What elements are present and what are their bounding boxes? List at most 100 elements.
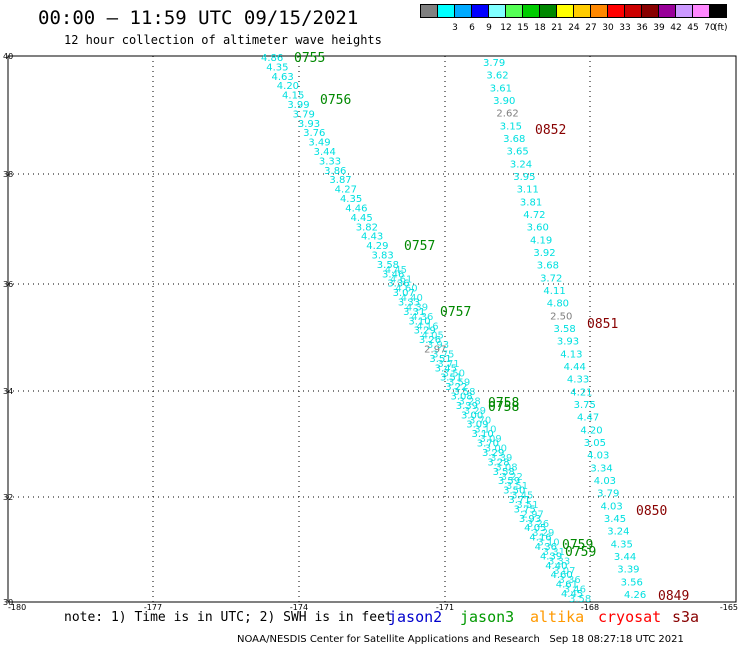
- wave-height-value: 3.46: [382, 269, 404, 280]
- wave-height-value: 3.26: [527, 519, 549, 530]
- pass-time-label: 0757: [440, 305, 471, 320]
- x-tick-label: -174: [290, 603, 308, 612]
- wave-height-value: 3.58: [554, 324, 576, 335]
- legend-label: 42: [670, 23, 682, 33]
- pass-time-label: 0849: [658, 589, 689, 604]
- footer-credit: NOAA/NESDIS Center for Satellite Applica…: [237, 634, 684, 645]
- wave-height-value: 4.35: [340, 194, 362, 205]
- wave-height-value: 4.19: [530, 235, 552, 246]
- units-note: note: 1) Time is in UTC; 2) SWH is in fe…: [64, 610, 393, 625]
- wave-height-value: 4.40: [545, 561, 567, 572]
- wave-height-value: 3.79: [483, 58, 505, 69]
- pass-time-label: 0759: [562, 538, 593, 553]
- wave-height-value: 4.60: [550, 570, 572, 581]
- wave-height-value: 4.60: [395, 284, 417, 295]
- wave-height-value: 2.50: [550, 311, 572, 322]
- map-frame: [7, 55, 737, 603]
- wave-height-value: 3.10: [472, 429, 494, 440]
- wave-height-value: 4.47: [577, 413, 599, 424]
- wave-height-value: 3.93: [557, 337, 579, 348]
- page-title: 00:00 – 11:59 UTC 09/15/2021: [38, 7, 359, 29]
- wave-height-value: 3.36: [558, 575, 580, 586]
- pass-time-label: 0756: [320, 93, 351, 108]
- wave-height-value: 4.86: [261, 53, 283, 64]
- legend-label: 39: [653, 23, 665, 33]
- wave-height-value: 3.71: [437, 359, 459, 370]
- y-tick-label: 30: [3, 598, 13, 607]
- wave-height-value: 3.93: [298, 119, 320, 130]
- wave-height-value: 4.39: [406, 302, 428, 313]
- wave-height-value: 3.00: [461, 410, 483, 421]
- x-tick-label: -171: [436, 603, 454, 612]
- wave-height-value: 3.33: [319, 156, 341, 167]
- wave-height-value: 3.93: [519, 514, 541, 525]
- wave-height-value: 3.75: [432, 350, 454, 361]
- wave-height-value: 3.33: [548, 556, 570, 567]
- wave-height-value: 4.44: [564, 362, 586, 373]
- wave-height-value: 3.28: [487, 457, 509, 468]
- legend-label: 24: [568, 23, 580, 33]
- wave-height-value: 3.24: [510, 159, 532, 170]
- wave-height-value: 3.70: [477, 439, 499, 450]
- wave-height-value: 3.65: [507, 147, 529, 158]
- wave-height-value: 3.62: [486, 71, 508, 82]
- legend-label: 70: [704, 23, 716, 33]
- wave-height-value: 3.00: [485, 444, 507, 455]
- wave-height-value: 3.07: [553, 566, 575, 577]
- wave-height-value: 4.43: [361, 232, 383, 243]
- wave-height-value: 4.16: [529, 533, 551, 544]
- wave-height-value: 3.58: [493, 467, 515, 478]
- x-tick-label: -168: [581, 603, 599, 612]
- wave-height-value: 3.58: [377, 260, 399, 271]
- wave-height-value: 3.87: [329, 175, 351, 186]
- legend-swatch: [709, 4, 727, 18]
- legend-label: 18: [534, 23, 546, 33]
- wave-height-value: 3.75: [574, 400, 596, 411]
- wave-height-value: 3.68: [537, 261, 559, 272]
- wave-height-value: 3.26: [419, 335, 441, 346]
- wave-height-value: 3.31: [543, 547, 565, 558]
- wave-height-value: 2.62: [496, 109, 518, 120]
- wave-height-value: 3.10: [537, 538, 559, 549]
- wave-height-value: 3.33: [398, 297, 420, 308]
- legend-label: 9: [486, 23, 492, 33]
- wave-height-value: 3.28: [458, 397, 480, 408]
- wave-height-value: 3.79: [597, 489, 619, 500]
- pass-time-label: 0757: [404, 239, 435, 254]
- wave-height-value: 3.71: [508, 495, 530, 506]
- wave-height-value: 3.90: [493, 96, 515, 107]
- wave-height-value: 3.93: [427, 340, 449, 351]
- wave-height-value: 3.08: [450, 392, 472, 403]
- x-tick-label: -177: [144, 603, 162, 612]
- wave-height-value: 3.95: [513, 172, 535, 183]
- wave-height-value: 3.59: [448, 378, 470, 389]
- wave-height-value: 4.05: [524, 523, 546, 534]
- wave-height-value: 3.51: [516, 500, 538, 511]
- wave-height-value: 3.82: [356, 222, 378, 233]
- wave-height-value: 3.46: [564, 585, 586, 596]
- wave-height-value: 3.45: [511, 491, 533, 502]
- wave-height-value: 3.22: [501, 472, 523, 483]
- wave-height-value: 3.10: [474, 425, 496, 436]
- wave-height-value: 4.36: [535, 542, 557, 553]
- legend-label: 15: [517, 23, 529, 33]
- wave-height-value: 4.33: [567, 375, 589, 386]
- wave-height-value: 3.75: [514, 504, 536, 515]
- wave-height-value: 4.11: [543, 286, 565, 297]
- y-tick-label: 34: [3, 387, 13, 396]
- satellite-key-jason2: jason2: [388, 608, 443, 626]
- wave-height-value: 4.39: [540, 551, 562, 562]
- wave-height-value: 3.10: [408, 316, 430, 327]
- wave-height-value: 4.63: [272, 72, 294, 83]
- wave-height-value: 4.20: [580, 425, 602, 436]
- wave-height-value: 4.21: [570, 387, 592, 398]
- wave-height-value: 3.44: [614, 552, 636, 563]
- pass-time-label: 0850: [636, 504, 667, 519]
- x-tick-label: -180: [8, 603, 26, 612]
- wave-height-value: 3.29: [532, 528, 554, 539]
- pass-time-label: 0758: [488, 396, 519, 411]
- wave-height-value: 3.36: [387, 279, 409, 290]
- wave-height-value: 3.44: [314, 147, 336, 158]
- wave-height-value: 3.39: [456, 401, 478, 412]
